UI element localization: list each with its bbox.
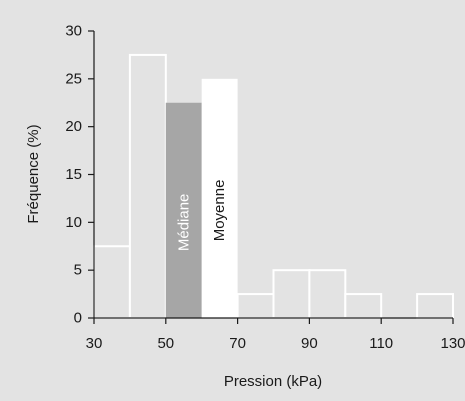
bar-labels-layer: Médiane Moyenne — [175, 180, 228, 252]
y-tick-label: 20 — [65, 118, 82, 135]
y-axis-title: Fréquence (%) — [25, 124, 42, 223]
y-ticks-layer: 0 5 10 15 20 25 30 — [65, 23, 94, 327]
x-ticks-layer: 30 50 70 90 110 130 — [86, 318, 465, 352]
x-tick-label: 50 — [157, 335, 174, 352]
y-tick-label: 15 — [65, 166, 82, 183]
histogram-bar — [93, 245, 131, 319]
y-tick-label: 0 — [74, 310, 82, 327]
x-tick-label: 130 — [440, 335, 465, 352]
y-tick-label: 10 — [65, 214, 82, 231]
median-label: Médiane — [175, 194, 192, 252]
mean-label: Moyenne — [211, 180, 228, 242]
x-tick-label: 90 — [301, 335, 318, 352]
histogram-bar — [416, 293, 455, 320]
x-axis-title: Pression (kPa) — [224, 373, 322, 390]
histogram-bar — [236, 293, 275, 320]
y-tick-label: 5 — [74, 262, 82, 279]
y-tick-label: 25 — [65, 70, 82, 87]
bars-layer — [93, 53, 455, 320]
median-bar — [165, 102, 202, 318]
histogram-bar — [308, 269, 347, 319]
histogram-bar — [272, 269, 311, 319]
histogram-bar — [128, 53, 167, 320]
x-tick-label: 110 — [369, 335, 393, 352]
mean-bar — [201, 78, 238, 318]
x-tick-label: 30 — [86, 335, 103, 352]
x-tick-label: 70 — [229, 335, 246, 352]
y-tick-label: 30 — [65, 23, 82, 40]
histogram-bar — [344, 293, 383, 320]
